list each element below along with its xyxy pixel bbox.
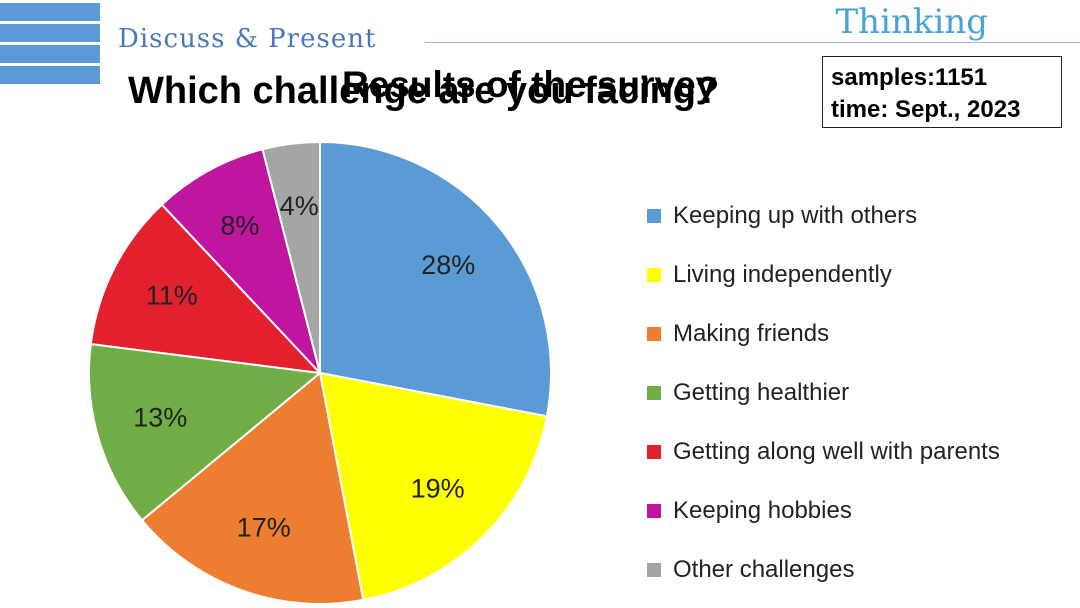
pie-slice-label: 17% bbox=[237, 513, 291, 543]
legend-swatch bbox=[647, 563, 661, 577]
pie-slice-label: 13% bbox=[133, 403, 187, 433]
pie-slice bbox=[319, 140, 552, 418]
time-text: time: Sept., 2023 bbox=[831, 96, 1021, 123]
pie-slice-label: 4% bbox=[280, 191, 319, 221]
legend-label: Keeping up with others bbox=[673, 202, 918, 229]
legend-swatch bbox=[647, 327, 661, 341]
pie-slice-label: 8% bbox=[220, 210, 259, 240]
pie-slice-label: 19% bbox=[411, 474, 465, 504]
question-title: Which challenge are you facing? bbox=[128, 70, 720, 112]
pie-slice-label: 28% bbox=[421, 250, 475, 280]
legend-label: Getting along well with parents bbox=[673, 438, 1000, 465]
legend-label: Other challenges bbox=[673, 556, 855, 583]
legend-label: Living independently bbox=[673, 261, 892, 288]
legend-swatch bbox=[647, 209, 661, 223]
legend-label: Getting healthier bbox=[673, 379, 850, 406]
section-title: Discuss & Present bbox=[118, 24, 377, 54]
decorative-stripes bbox=[0, 0, 100, 84]
pie-slice bbox=[318, 371, 549, 602]
brand-label: Thinking bbox=[835, 2, 989, 42]
survey-info-box: samples:1151 time: Sept., 2023 bbox=[822, 56, 1062, 128]
legend-label: Making friends bbox=[673, 320, 830, 347]
pie-slice-label: 11% bbox=[146, 281, 198, 311]
pie-slice bbox=[160, 148, 321, 374]
legend-swatch bbox=[647, 504, 661, 518]
samples-text: samples:1151 bbox=[831, 64, 988, 91]
legend-swatch bbox=[647, 445, 661, 459]
pie-slice bbox=[140, 371, 365, 605]
header-divider bbox=[425, 42, 1080, 43]
pie-slice bbox=[89, 203, 323, 375]
legend-swatch bbox=[647, 268, 661, 282]
results-title: Results of the survey bbox=[342, 64, 717, 105]
pie-slice bbox=[88, 342, 323, 522]
legend-swatch bbox=[647, 386, 661, 400]
legend-label: Keeping hobbies bbox=[673, 497, 852, 524]
pie-slice bbox=[261, 140, 321, 374]
